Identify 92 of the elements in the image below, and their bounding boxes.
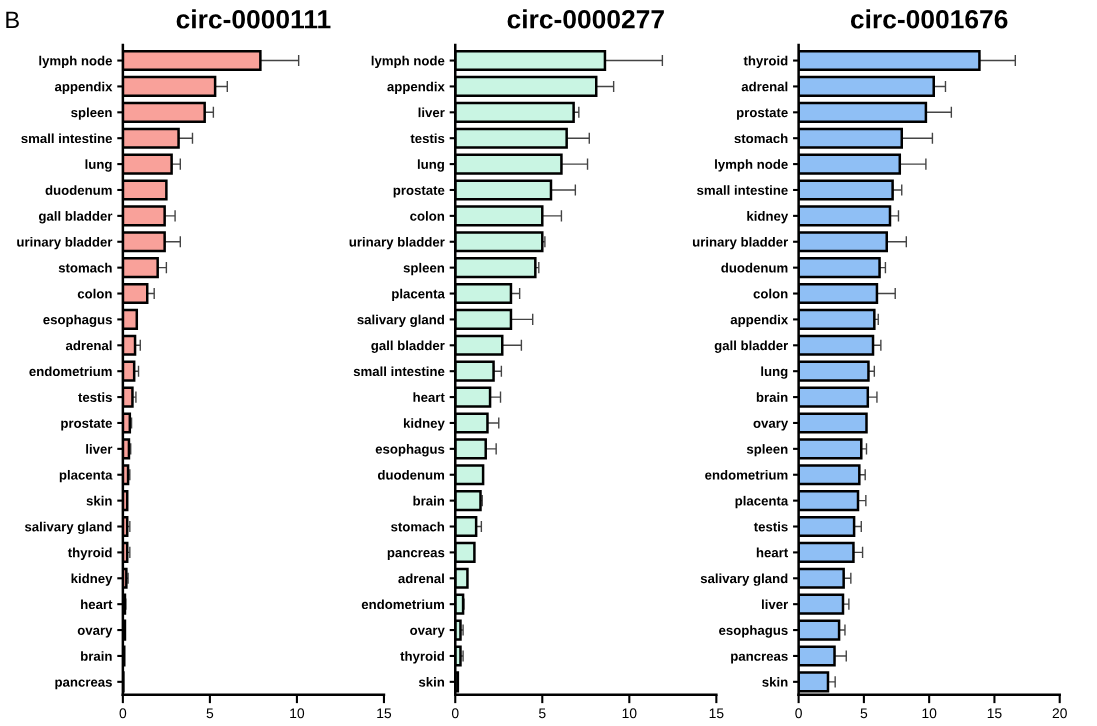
- y-tick-label: lymph node: [715, 159, 788, 172]
- y-tick-label: colon: [410, 211, 445, 221]
- y-tick-label: endometrium: [705, 469, 788, 480]
- y-tick-label: prostate: [61, 419, 112, 431]
- y-tick-label: placenta: [735, 495, 789, 509]
- x-tick-label: 5: [206, 708, 214, 719]
- y-tick-label: kidney: [71, 573, 113, 586]
- y-tick-label: ovary: [753, 420, 789, 431]
- x-tick-label: 0: [451, 708, 459, 719]
- y-tick-label: spleen: [71, 107, 112, 120]
- x-tick-label: 10: [290, 708, 305, 719]
- y-tick-label: spleen: [403, 262, 445, 276]
- x-tick-label: 5: [860, 708, 868, 719]
- y-tick-label: appendix: [387, 81, 445, 94]
- y-tick-label: pancreas: [731, 653, 788, 664]
- y-tick-label: skin: [418, 677, 445, 687]
- x-tick-label: 15: [987, 708, 1002, 719]
- y-tick-label: lung: [761, 366, 788, 379]
- chart-title: circ-0000277: [507, 9, 664, 29]
- y-tick-label: pancreas: [387, 550, 445, 560]
- y-tick-label: appendix: [730, 314, 789, 327]
- y-tick-label: ovary: [410, 627, 445, 638]
- x-tick-label: 0: [119, 708, 127, 719]
- y-tick-label: prostate: [737, 108, 788, 120]
- chart-title: circ-0000111: [176, 9, 331, 29]
- y-tick-label: lymph node: [39, 55, 112, 69]
- y-tick-label: liver: [418, 107, 445, 118]
- x-tick-label: 20: [1052, 708, 1067, 719]
- y-tick-label: colon: [753, 288, 788, 299]
- y-tick-label: prostate: [393, 186, 445, 198]
- y-tick-label: stomach: [391, 521, 445, 532]
- chart-title: circ-0001676: [850, 9, 1008, 29]
- y-tick-label: testis: [753, 521, 788, 532]
- y-tick-label: esophagus: [719, 625, 788, 638]
- y-tick-label: esophagus: [43, 314, 112, 327]
- y-tick-label: heart: [413, 392, 445, 402]
- y-tick-label: small intestine: [21, 133, 112, 144]
- x-tick-label: 15: [377, 708, 392, 719]
- y-tick-label: adrenal: [65, 340, 112, 351]
- y-tick-label: duodenum: [45, 185, 112, 195]
- y-tick-label: ovary: [77, 627, 113, 638]
- y-tick-label: duodenum: [377, 469, 445, 480]
- y-tick-label: colon: [77, 288, 112, 299]
- y-tick-label: appendix: [54, 81, 113, 94]
- y-tick-label: brain: [81, 651, 112, 661]
- y-tick-label: lung: [417, 159, 444, 172]
- y-tick-label: small intestine: [353, 366, 445, 377]
- y-tick-label: urinary bladder: [692, 236, 789, 250]
- x-tick-label: 15: [709, 708, 724, 719]
- x-tick-label: 10: [622, 708, 637, 719]
- y-tick-label: adrenal: [741, 81, 788, 92]
- y-tick-label: gall bladder: [714, 340, 789, 353]
- x-tick-label: 10: [922, 708, 937, 719]
- y-tick-label: endometrium: [361, 599, 445, 610]
- text: B: [6, 11, 19, 28]
- y-tick-label: urinary bladder: [17, 236, 113, 250]
- y-tick-label: spleen: [746, 444, 788, 457]
- y-tick-label: endometrium: [29, 366, 112, 377]
- y-tick-label: adrenal: [398, 573, 444, 584]
- y-tick-label: lung: [85, 159, 112, 172]
- y-tick-label: brain: [756, 392, 788, 402]
- y-tick-label: testis: [78, 392, 112, 402]
- y-tick-label: placenta: [392, 288, 445, 302]
- y-tick-label: duodenum: [721, 262, 788, 273]
- y-tick-label: thyroid: [67, 547, 112, 560]
- y-tick-label: kidney: [747, 211, 789, 224]
- y-tick-label: small intestine: [697, 185, 788, 195]
- y-tick-label: thyroid: [743, 55, 788, 69]
- y-tick-label: salivary gland: [24, 521, 112, 535]
- y-tick-label: skin: [86, 495, 112, 506]
- y-tick-label: pancreas: [55, 679, 112, 690]
- y-tick-label: liver: [761, 599, 788, 610]
- y-tick-label: testis: [410, 133, 445, 144]
- y-tick-label: gall bladder: [38, 211, 113, 224]
- x-tick-label: 5: [538, 708, 546, 719]
- y-tick-label: esophagus: [375, 444, 445, 457]
- y-tick-label: lymph node: [371, 55, 445, 69]
- y-tick-label: salivary gland: [357, 314, 444, 327]
- y-tick-label: heart: [756, 547, 789, 558]
- y-tick-label: stomach: [58, 262, 112, 273]
- y-tick-label: stomach: [734, 133, 788, 144]
- y-tick-label: thyroid: [400, 651, 444, 664]
- y-tick-label: liver: [86, 444, 113, 454]
- y-tick-label: heart: [81, 599, 113, 610]
- x-tick-label: 0: [795, 708, 802, 719]
- y-tick-label: salivary gland: [700, 573, 788, 586]
- y-tick-label: kidney: [403, 418, 445, 431]
- y-tick-label: brain: [413, 495, 445, 506]
- y-tick-label: skin: [762, 677, 788, 687]
- y-tick-label: gall bladder: [371, 340, 445, 353]
- y-tick-label: placenta: [59, 469, 113, 483]
- y-tick-label: urinary bladder: [349, 236, 445, 250]
